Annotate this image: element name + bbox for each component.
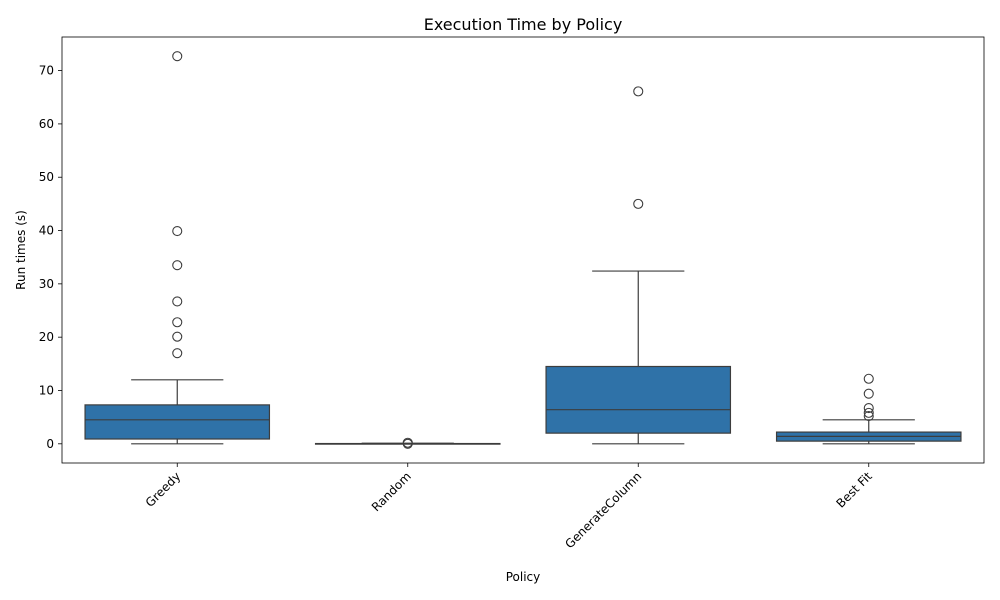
outlier-point [633,86,644,97]
outlier-point [172,317,183,328]
outlier-point [863,373,874,384]
chart-title: Execution Time by Policy [424,15,623,34]
outlier-point [402,438,413,449]
outlier-point [172,51,183,62]
outlier-point [863,407,874,418]
box-group [314,437,501,449]
plot-frame [61,36,985,464]
plot-area [84,51,962,449]
outlier-point [172,296,183,307]
x-tick-label: GenerateColumn [562,469,644,551]
outlier-point [172,348,183,359]
y-tick-label: 40 [39,224,54,238]
outlier-point [172,226,183,237]
box-group [775,373,962,445]
y-tick-label: 20 [39,330,54,344]
x-tick-label: Random [369,469,414,514]
box-iqr [84,404,271,440]
box-iqr [545,365,732,434]
y-tick-label: 50 [39,170,54,184]
outlier-point [633,198,644,209]
y-tick-label: 10 [39,383,54,397]
y-tick-label: 0 [46,437,54,451]
y-axis: 0 10 20 30 40 50 60 70 [39,64,62,451]
outlier-point [172,260,183,271]
x-axis: Greedy Random GenerateColumn Best Fit [143,463,875,551]
box-group [84,51,271,445]
y-tick-label: 60 [39,117,54,131]
outlier-point [863,411,874,422]
y-tick-label: 70 [39,64,54,78]
y-tick-label: 30 [39,277,54,291]
outlier-point [172,331,183,342]
box-group [545,86,732,445]
x-tick-label: Greedy [143,469,184,510]
outlier-point [863,403,874,414]
y-axis-label: Run times (s) [14,210,28,290]
x-tick-label: Best Fit [834,469,876,511]
x-axis-label: Policy [506,570,541,584]
outlier-point [863,388,874,399]
